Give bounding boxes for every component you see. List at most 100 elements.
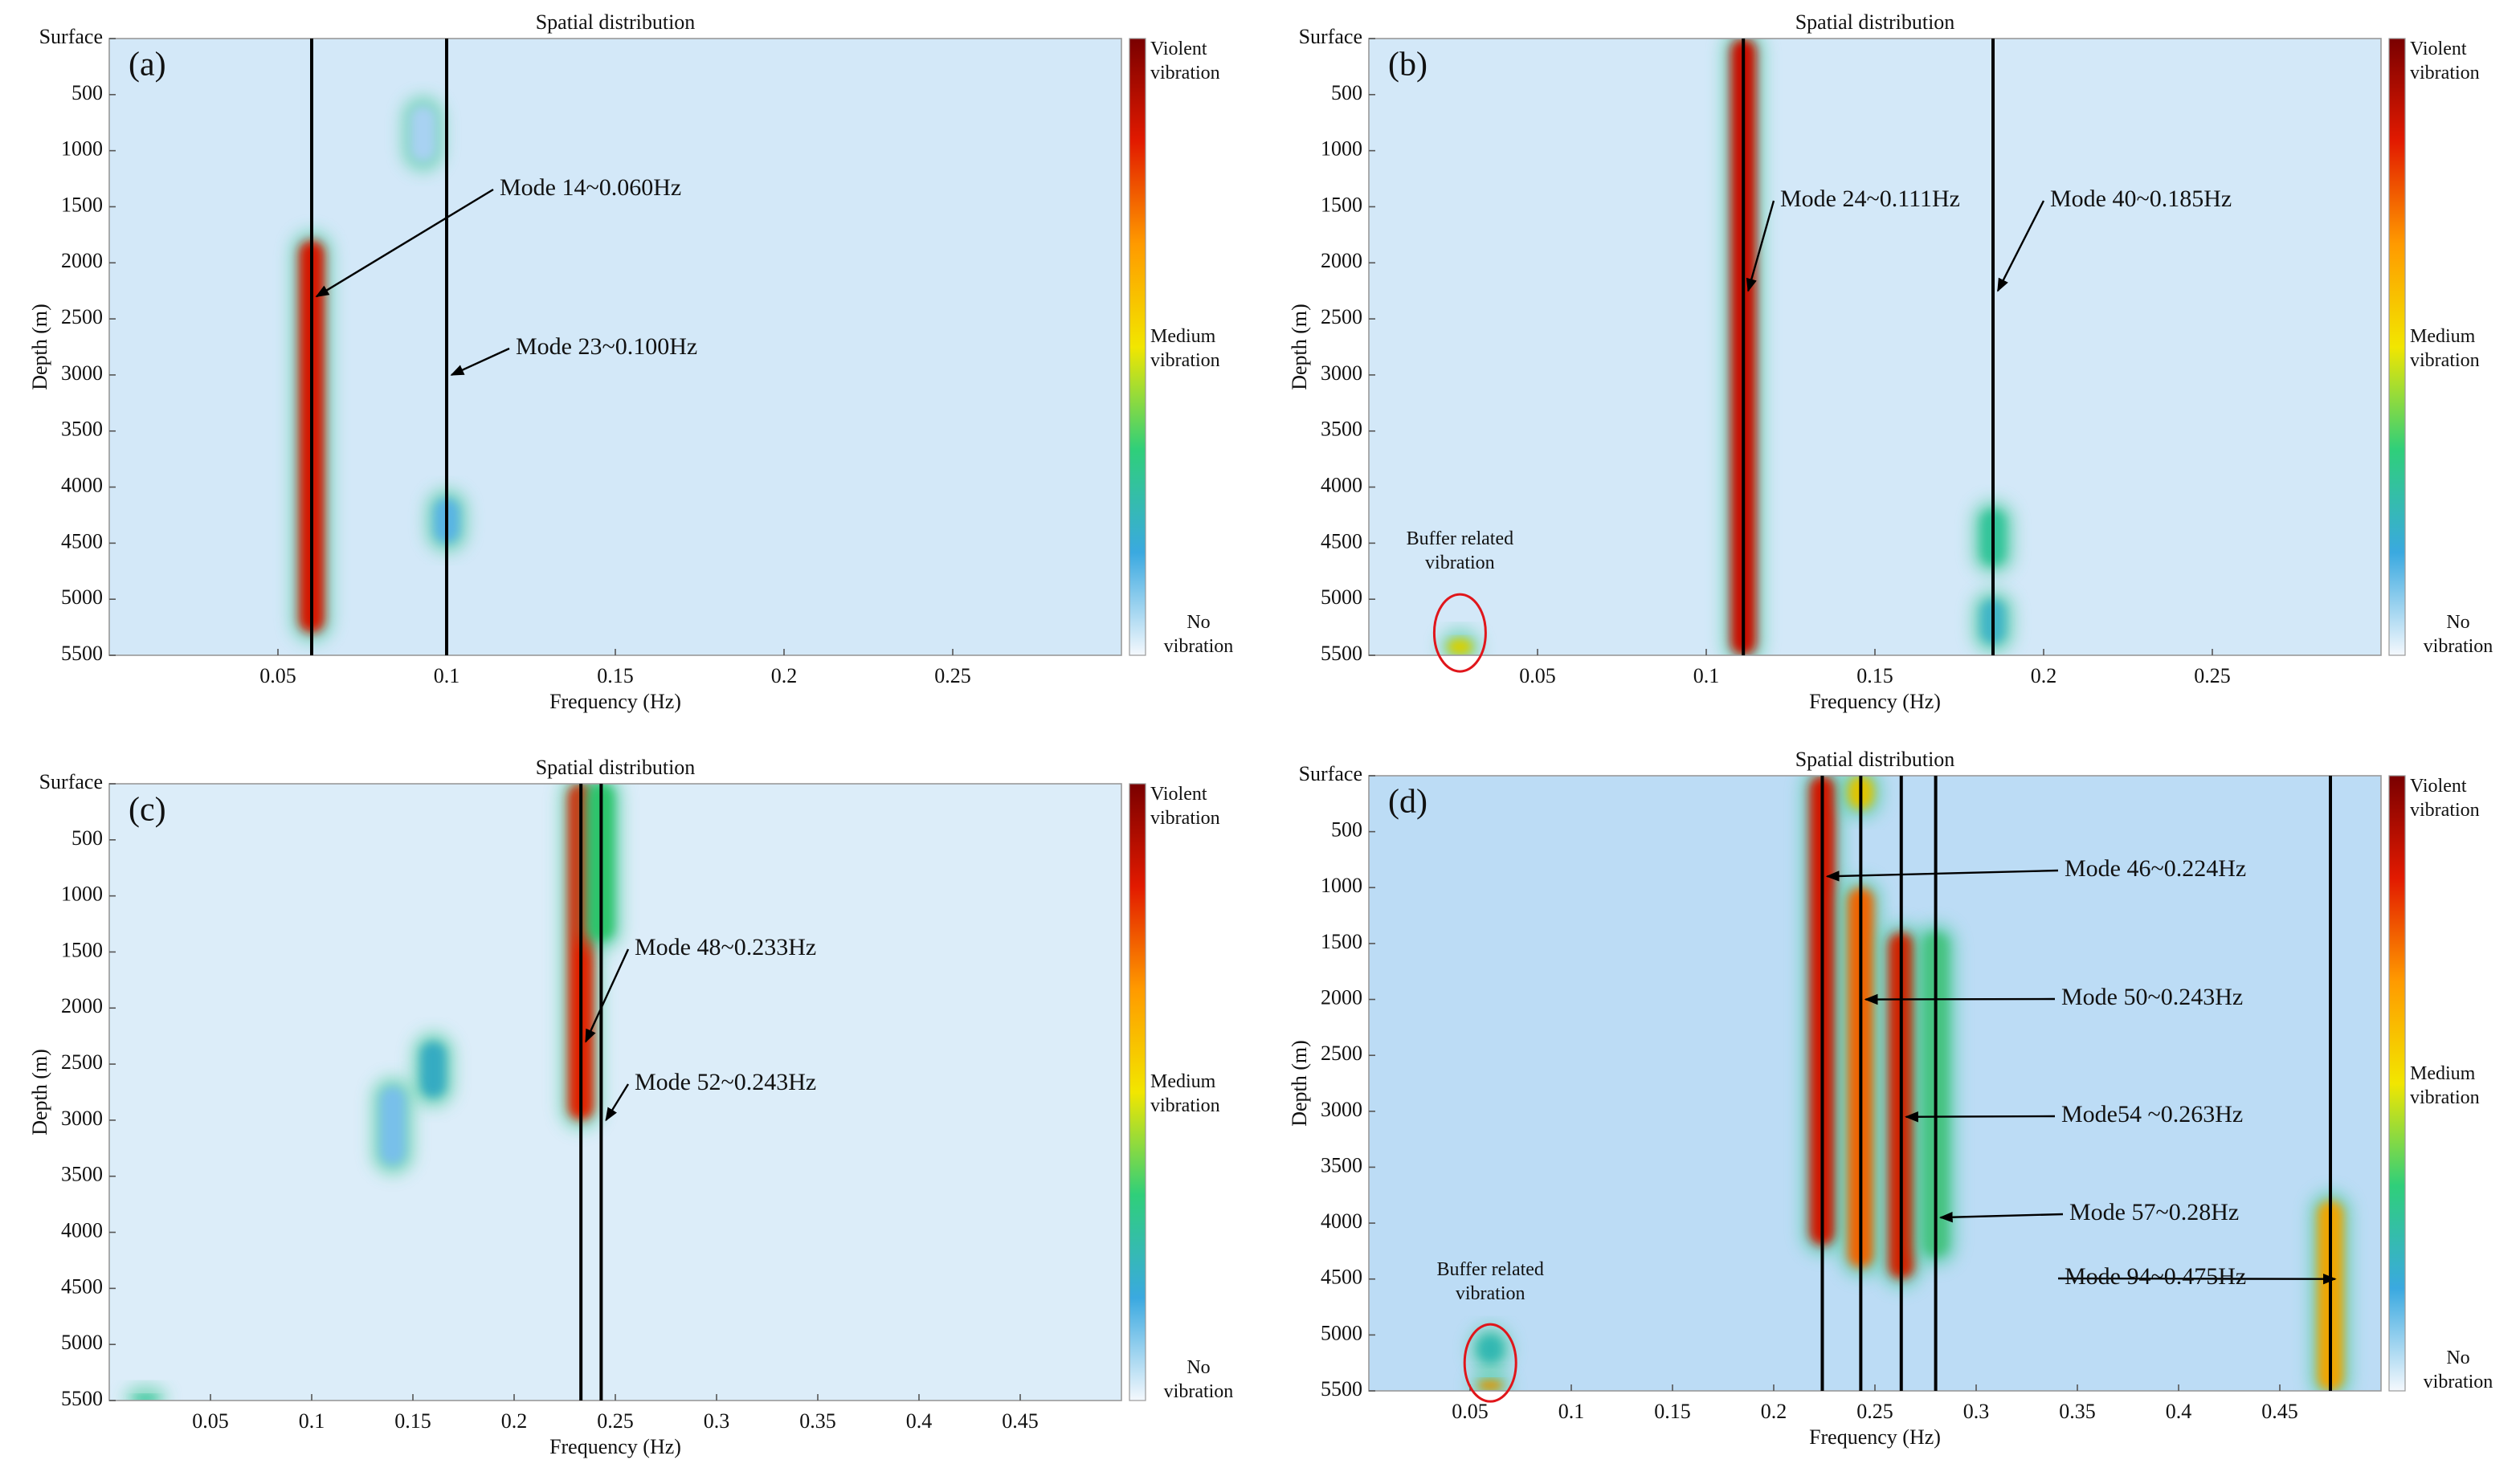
x-tick-label: 0.3 xyxy=(1963,1400,1990,1423)
colorbar xyxy=(1129,38,1146,656)
y-tick-label: 1500 xyxy=(61,193,103,216)
x-axis-label: Frequency (Hz) xyxy=(1809,690,1941,713)
mode-arrow xyxy=(1825,869,2059,882)
mode-arrow xyxy=(585,948,630,1043)
mode-label: Mode 48~0.233Hz xyxy=(635,934,816,960)
buffer-circle xyxy=(1432,593,1487,673)
colorbar-label: No vibration xyxy=(1163,1356,1234,1402)
y-tick-label: 2500 xyxy=(1321,1042,1362,1065)
colorbar xyxy=(2388,38,2406,656)
hotspot xyxy=(133,1395,159,1401)
x-tick-label: 0.45 xyxy=(1002,1409,1039,1433)
chart-title: Spatial distribution xyxy=(536,10,696,34)
x-tick-label: 0.2 xyxy=(501,1409,528,1433)
x-tick-label: 0.15 xyxy=(597,664,634,687)
panel-label: (b) xyxy=(1388,47,1427,84)
x-tick-label: 0.2 xyxy=(771,664,798,687)
y-tick-label: 4500 xyxy=(1321,1266,1362,1289)
colorbar-label: Violent vibration xyxy=(1150,782,1220,829)
colorbar-label: Violent vibration xyxy=(2410,37,2480,84)
plot-background xyxy=(1369,39,2381,655)
y-tick-label: 2500 xyxy=(61,305,103,328)
colorbar-label: No vibration xyxy=(2423,610,2493,657)
buffer-label: Buffer related vibration xyxy=(1406,527,1514,574)
y-tick-label: Surface xyxy=(1299,25,1362,48)
x-tick-label: 0.4 xyxy=(2166,1400,2192,1423)
hotspot xyxy=(410,105,436,162)
y-tick-label: 500 xyxy=(71,826,103,850)
mode-arrow xyxy=(1938,1212,2064,1223)
x-tick-label: 0.3 xyxy=(704,1409,730,1433)
y-tick-label: 4000 xyxy=(61,1219,103,1242)
x-tick-label: 0.15 xyxy=(1654,1400,1691,1423)
x-tick-label: 0.05 xyxy=(192,1409,229,1433)
hotspot xyxy=(379,1087,406,1165)
colorbar-label: Violent vibration xyxy=(2410,774,2480,821)
mode-label: Mode 57~0.28Hz xyxy=(2069,1199,2239,1225)
y-tick-label: 3500 xyxy=(1321,1153,1362,1176)
mode-arrow xyxy=(450,347,510,377)
x-tick-label: 0.05 xyxy=(1452,1400,1489,1423)
y-tick-label: 3000 xyxy=(1321,1098,1362,1121)
mode-label: Mode 24~0.111Hz xyxy=(1780,186,1960,212)
y-tick-label: 1000 xyxy=(61,137,103,161)
x-tick-label: 0.15 xyxy=(394,1409,431,1433)
y-tick-label: 5000 xyxy=(1321,585,1362,609)
x-tick-label: 0.35 xyxy=(2059,1400,2096,1423)
x-tick-label: 0.4 xyxy=(906,1409,933,1433)
y-tick-label: 3000 xyxy=(1321,361,1362,385)
hotspot xyxy=(1477,1335,1504,1364)
y-tick-label: Surface xyxy=(39,770,103,793)
mode-arrow xyxy=(315,188,494,298)
y-tick-label: 1000 xyxy=(61,883,103,906)
x-tick-label: 0.25 xyxy=(1856,1400,1893,1423)
x-axis-label: Frequency (Hz) xyxy=(549,690,681,713)
y-axis-label: Depth (m) xyxy=(1288,1040,1311,1127)
x-tick-label: 0.1 xyxy=(1558,1400,1585,1423)
y-tick-label: 500 xyxy=(1331,818,1362,842)
y-tick-label: Surface xyxy=(1299,762,1362,785)
y-tick-label: 5000 xyxy=(1321,1321,1362,1344)
colorbar-label: Medium vibration xyxy=(1150,1070,1220,1116)
y-tick-label: 3500 xyxy=(1321,418,1362,441)
x-tick-label: 0.35 xyxy=(799,1409,836,1433)
x-tick-label: 0.1 xyxy=(1693,664,1720,687)
panel-label: (d) xyxy=(1388,784,1427,821)
y-tick-label: 4500 xyxy=(61,1274,103,1298)
y-tick-label: 4000 xyxy=(61,474,103,497)
x-tick-label: 0.1 xyxy=(299,1409,325,1433)
panel-label: (c) xyxy=(129,792,166,829)
x-tick-label: 0.05 xyxy=(1519,664,1556,687)
y-tick-label: Surface xyxy=(39,25,103,48)
y-tick-label: 5500 xyxy=(1321,1377,1362,1401)
y-tick-label: 2500 xyxy=(61,1050,103,1074)
mode-arrow xyxy=(1905,1111,2056,1123)
y-tick-label: 1500 xyxy=(1321,193,1362,216)
buffer-label: Buffer related vibration xyxy=(1436,1257,1544,1304)
y-tick-label: 3500 xyxy=(61,1163,103,1186)
y-tick-label: 5500 xyxy=(61,1387,103,1410)
y-tick-label: 4500 xyxy=(1321,529,1362,552)
mode-arrow xyxy=(2057,1273,2337,1285)
y-axis-label: Depth (m) xyxy=(1288,304,1311,390)
y-tick-label: 2000 xyxy=(61,249,103,272)
x-axis-label: Frequency (Hz) xyxy=(549,1435,681,1458)
x-tick-label: 0.25 xyxy=(597,1409,634,1433)
x-tick-label: 0.45 xyxy=(2261,1400,2298,1423)
x-axis-label: Frequency (Hz) xyxy=(1809,1425,1941,1449)
buffer-circle xyxy=(1463,1323,1517,1403)
mode-label: Mode 23~0.100Hz xyxy=(516,333,697,360)
colorbar-label: Medium vibration xyxy=(2410,324,2480,371)
mode-label: Mode54 ~0.263Hz xyxy=(2061,1101,2243,1127)
y-tick-label: 1500 xyxy=(61,938,103,961)
hotspot xyxy=(420,1042,447,1098)
mode-arrow xyxy=(605,1083,630,1122)
colorbar-label: No vibration xyxy=(2423,1346,2493,1392)
y-tick-label: 5000 xyxy=(61,585,103,609)
mode-label: Mode 14~0.060Hz xyxy=(500,174,681,201)
y-tick-label: 1000 xyxy=(1321,874,1362,897)
colorbar-label: No vibration xyxy=(1163,610,1234,657)
mode-label: Mode 94~0.475Hz xyxy=(2065,1263,2246,1290)
x-tick-label: 0.2 xyxy=(2031,664,2057,687)
